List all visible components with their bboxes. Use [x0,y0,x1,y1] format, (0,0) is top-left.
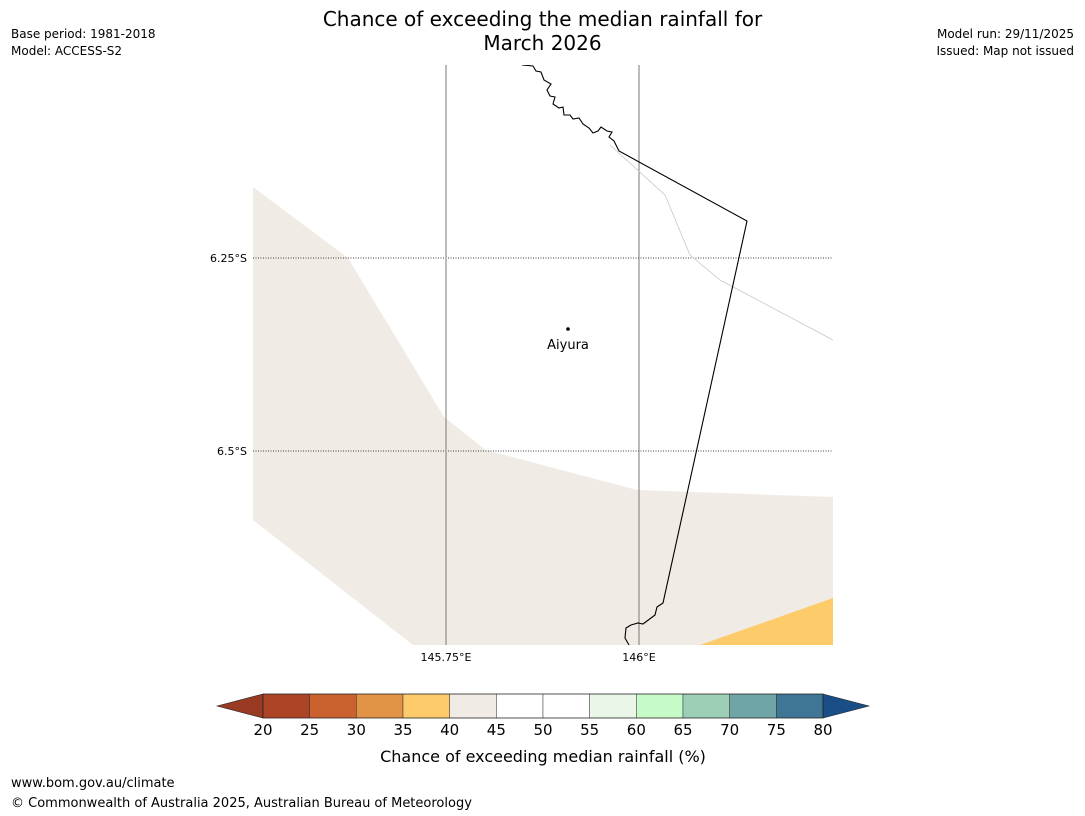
colorbar-tick-label: 20 [253,721,272,739]
colorbar-swatch-5 [496,693,544,719]
lon-label-146: 146°E [622,651,655,664]
colorbar-tick-label: 80 [813,721,832,739]
model-run-info: Model run: 29/11/2025 Issued: Map not is… [936,26,1074,60]
province-boundary-line [609,144,833,341]
model-text: Model: ACCESS-S2 [11,44,123,58]
copyright-text: © Commonwealth of Australia 2025, Austra… [11,796,472,811]
colorbar-tick-label: 25 [300,721,319,739]
map-title: Chance of exceeding the median rainfall … [0,7,1085,55]
colorbar-outline [262,693,824,719]
issued-text: Issued: Map not issued [936,44,1074,58]
colorbar-tick-label: 35 [393,721,412,739]
colorbar-tick-label: 40 [440,721,459,739]
colorbar-swatch-3 [402,693,450,719]
colorbar-swatch-6 [542,693,590,719]
colorbar-under-arrow [215,693,264,719]
model-run-text: Model run: 29/11/2025 [936,27,1074,41]
colorbar-title: Chance of exceeding median rainfall (%) [380,747,706,766]
colorbar-tick-label: 50 [533,721,552,739]
colorbar-tick-label: 70 [720,721,739,739]
region-40-45 [253,187,833,645]
border-coastline [521,65,748,645]
colorbar-swatch-7 [589,693,637,719]
colorbar-swatch-0 [262,693,310,719]
region-35-40 [700,598,833,645]
colorbar-tick-label: 55 [580,721,599,739]
colorbar-over-arrow [822,693,871,719]
map-plot-area: Aiyura [253,65,833,645]
colorbar-swatches [262,693,824,719]
lat-label-6-25: 6.25°S [210,252,247,265]
colorbar-ticks: 20 25 30 35 40 45 50 55 60 65 70 75 80 [253,721,832,739]
colorbar-swatch-10 [729,693,777,719]
base-period-text: Base period: 1981-2018 [11,27,156,41]
lat-label-6-5: 6.5°S [217,445,247,458]
aiyura-label: Aiyura [547,338,589,353]
colorbar-swatch-4 [449,693,497,719]
colorbar-tick-label: 45 [487,721,506,739]
aiyura-marker [566,327,570,331]
base-period-info: Base period: 1981-2018 Model: ACCESS-S2 [11,26,156,60]
colorbar-swatch-8 [636,693,684,719]
map-title-line-1: Chance of exceeding the median rainfall … [322,7,763,31]
lon-label-145-75: 145.75°E [421,651,472,664]
map-title-line-2: March 2026 [483,31,602,55]
colorbar-swatch-9 [682,693,730,719]
colorbar-tick-label: 60 [627,721,646,739]
colorbar-swatch-11 [776,693,824,719]
colorbar-swatch-1 [309,693,357,719]
colorbar-legend: 20 25 30 35 40 45 50 55 60 65 70 75 80 Chance of exc… [215,693,871,766]
colorbar-tick-label: 65 [673,721,692,739]
colorbar-tick-label: 75 [767,721,786,739]
colorbar-swatch-2 [356,693,404,719]
bom-url: www.bom.gov.au/climate [11,776,175,791]
colorbar-tick-label: 30 [347,721,366,739]
